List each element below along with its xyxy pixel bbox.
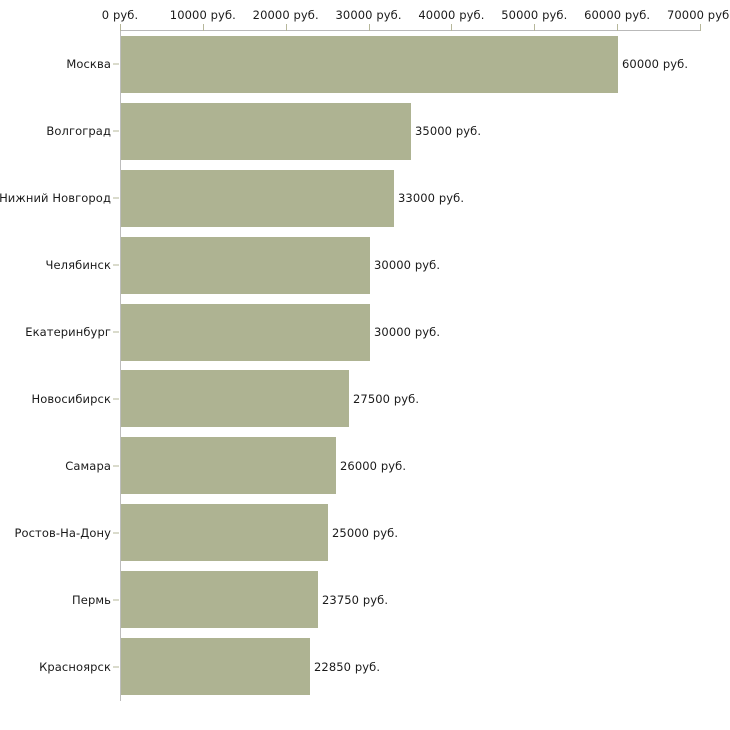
y-axis-line [120,31,121,701]
bar[interactable] [121,370,349,427]
y-axis-tick [113,63,119,65]
x-axis-tick [368,24,370,31]
y-axis-tick [113,666,119,668]
category-label: Екатеринбург [25,325,111,340]
x-axis-tick-label: 40000 руб. [418,8,485,22]
category-label: Самара [65,458,111,473]
category-label: Москва [66,57,111,72]
category-label: Ростов-На-Дону [14,525,111,540]
category-label: Пермь [72,592,111,607]
category-label: Нижний Новгород [0,191,111,206]
x-axis-tick-label: 10000 руб. [169,8,236,22]
y-axis-tick [113,398,119,400]
bar[interactable] [121,638,310,695]
y-axis-tick [113,130,119,132]
x-axis-tick-label: 70000 руб. [666,8,730,22]
y-axis-tick [113,465,119,467]
x-axis-tick [617,24,619,31]
bar[interactable] [121,36,618,93]
category-label: Челябинск [45,258,111,273]
bar-value-label: 35000 руб. [415,124,482,139]
category-label: Волгоград [46,124,111,139]
x-axis-tick-label: 30000 руб. [335,8,402,22]
x-axis-tick-label: 0 руб. [101,8,139,22]
x-axis-tick [120,24,121,31]
bar-value-label: 22850 руб. [314,659,381,674]
bar[interactable] [121,304,370,361]
bar[interactable] [121,571,318,628]
bar-value-label: 30000 руб. [374,325,441,340]
x-axis-tick [202,24,204,31]
x-axis-tick [451,24,453,31]
bar-value-label: 60000 руб. [622,57,689,72]
category-label: Новосибирск [31,391,111,406]
bar-value-label: 26000 руб. [340,458,407,473]
bar[interactable] [121,103,411,160]
x-axis-line [120,30,701,31]
bar-value-label: 30000 руб. [374,258,441,273]
y-axis-tick [113,599,119,601]
bar-value-label: 33000 руб. [398,191,465,206]
x-axis-tick-label: 50000 руб. [501,8,568,22]
x-axis-tick-label: 20000 руб. [252,8,319,22]
category-label: Красноярск [39,659,111,674]
bar[interactable] [121,170,394,227]
x-axis-tick-label: 60000 руб. [584,8,651,22]
x-axis-tick [534,24,536,31]
bar-value-label: 25000 руб. [332,525,399,540]
y-axis-tick [113,197,119,199]
bar[interactable] [121,237,370,294]
x-axis-tick [285,24,287,31]
y-axis-tick [113,264,119,266]
bar[interactable] [121,437,336,494]
bar-value-label: 27500 руб. [353,391,420,406]
y-axis-tick [113,331,119,333]
x-axis-tick [700,24,701,31]
bar[interactable] [121,504,328,561]
bar-value-label: 23750 руб. [322,592,389,607]
y-axis-tick [113,532,119,534]
